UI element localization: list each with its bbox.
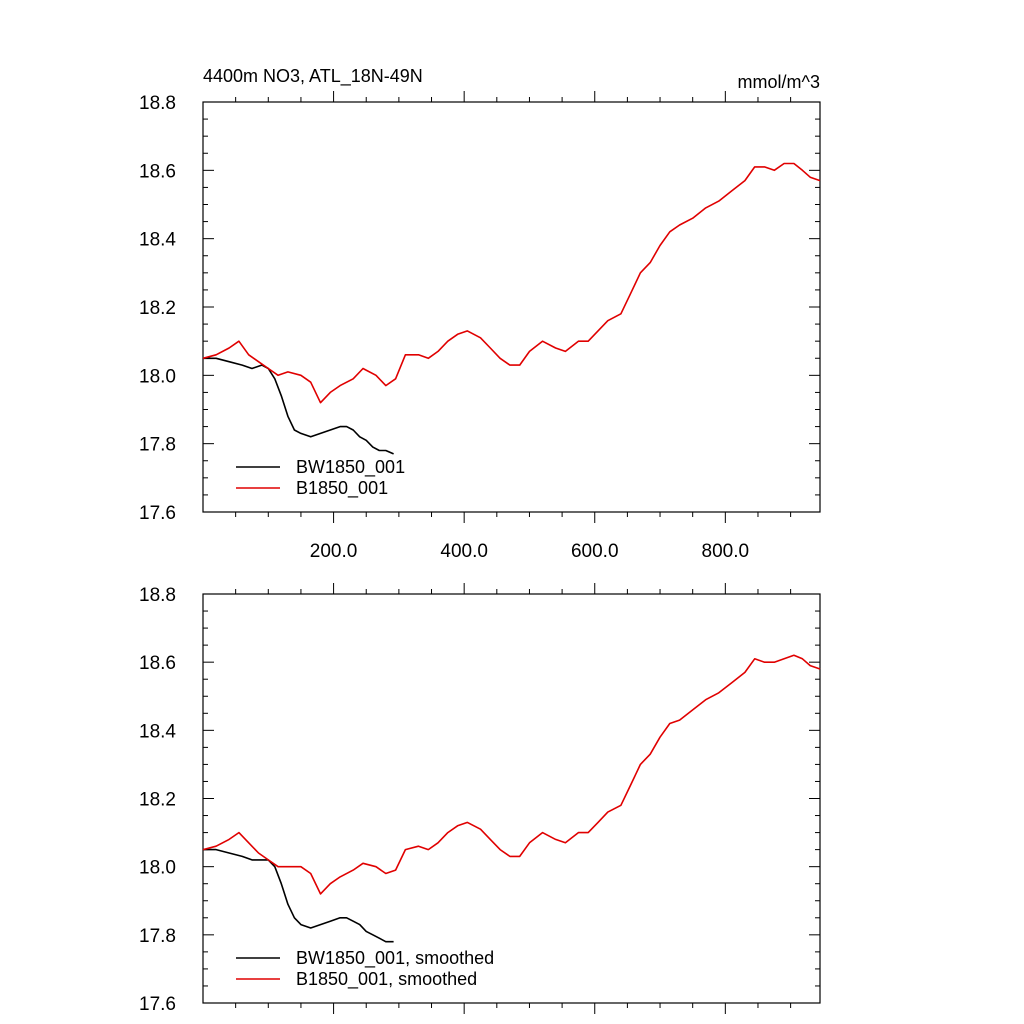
chart-title: 4400m NO3, ATL_18N-49N	[203, 66, 423, 87]
x-tick-label: 400.0	[440, 541, 488, 562]
y-tick-label: 18.8	[139, 585, 176, 606]
x-tick-label: 600.0	[571, 541, 619, 562]
y-tick-label: 17.8	[139, 435, 176, 456]
y-tick-label: 18.6	[139, 161, 176, 182]
units-label: mmol/m^3	[738, 72, 820, 92]
x-tick-label: 200.0	[310, 541, 358, 562]
top-panel: 17.6 17.8 18.0 18.2 18.4 18.6 18.8 200.0 400.0 60…	[139, 91, 821, 562]
y-tick-label: 17.8	[139, 926, 176, 947]
bottom-panel: 17.6 17.8 18.0 18.2 18.4 18.6 18.8 BW1850_001, …	[139, 583, 821, 1015]
y-tick-label: 18.0	[139, 366, 176, 387]
legend-label: BW1850_001	[296, 457, 405, 478]
plot-frame	[202, 101, 821, 513]
y-tick-label: 18.8	[139, 93, 176, 114]
y-tick-label: 18.6	[139, 653, 176, 674]
y-tick-label: 18.2	[139, 790, 176, 811]
series-line-bw1850	[203, 848, 394, 943]
y-tick-label: 18.2	[139, 298, 176, 319]
y-tick-label: 17.6	[139, 503, 176, 524]
legend-label: B1850_001, smoothed	[296, 969, 477, 990]
plot-frame	[202, 593, 821, 1004]
series-line-b1850	[202, 162, 821, 404]
legend-label: BW1850_001, smoothed	[296, 948, 494, 969]
y-tick-label: 18.0	[139, 858, 176, 879]
x-tick-label: 800.0	[702, 541, 750, 562]
y-tick-label: 18.4	[139, 721, 176, 742]
series-line-b1850	[202, 654, 821, 895]
legend-label: B1850_001	[296, 478, 388, 499]
series-line-bw1850	[203, 357, 394, 455]
y-tick-label: 18.4	[139, 230, 176, 251]
y-tick-label: 17.6	[139, 994, 176, 1015]
